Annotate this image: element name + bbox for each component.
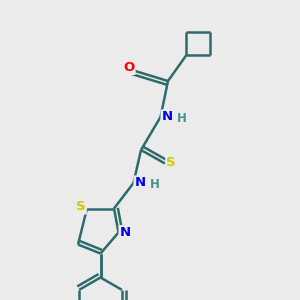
Text: N: N [134, 176, 146, 190]
Text: O: O [123, 61, 135, 74]
Text: S: S [76, 200, 86, 214]
Text: N: N [119, 226, 131, 239]
Text: S: S [166, 155, 176, 169]
Text: H: H [177, 112, 187, 125]
Text: H: H [150, 178, 160, 191]
Text: N: N [161, 110, 173, 124]
